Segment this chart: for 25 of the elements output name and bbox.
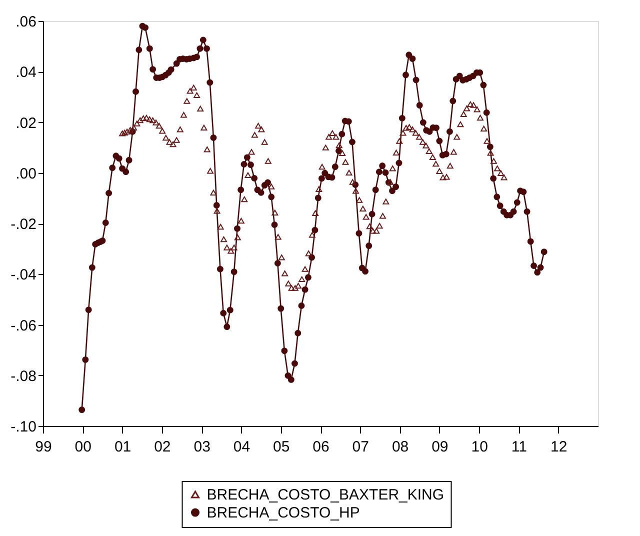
- x-tick-label: 06: [312, 438, 330, 456]
- x-tick-label: 01: [114, 438, 132, 456]
- y-tick-label: .06: [16, 14, 36, 30]
- x-tick-label: 12: [550, 438, 568, 456]
- x-tick-label: 08: [392, 438, 409, 456]
- x-tick-label: 99: [35, 438, 52, 456]
- y-tick-label: .02: [16, 114, 36, 132]
- y-tick-label: -.02: [10, 216, 36, 233]
- x-tick-label: 11: [511, 438, 528, 456]
- x-tick-label: 10: [471, 438, 488, 456]
- y-tick-label: -.10: [10, 418, 36, 436]
- y-tick-label: -.06: [10, 317, 36, 334]
- y-tick-label: .00: [16, 165, 36, 182]
- x-tick-label: 07: [352, 438, 369, 456]
- x-tick-label: 09: [432, 438, 448, 456]
- legend-label: BRECHA_COSTO_HP: [206, 504, 360, 522]
- legend-label: BRECHA_COSTO_BAXTER_KING: [206, 486, 444, 504]
- x-tick-label: 05: [273, 438, 290, 456]
- y-tick-label: -.04: [10, 266, 36, 284]
- y-tick-label: -.08: [10, 368, 36, 385]
- x-tick-label: 03: [194, 438, 210, 456]
- x-tick-label: 00: [74, 438, 92, 456]
- y-tick-label: .04: [16, 64, 36, 82]
- x-tick-label: 02: [154, 438, 171, 456]
- x-tick-label: 04: [233, 438, 250, 456]
